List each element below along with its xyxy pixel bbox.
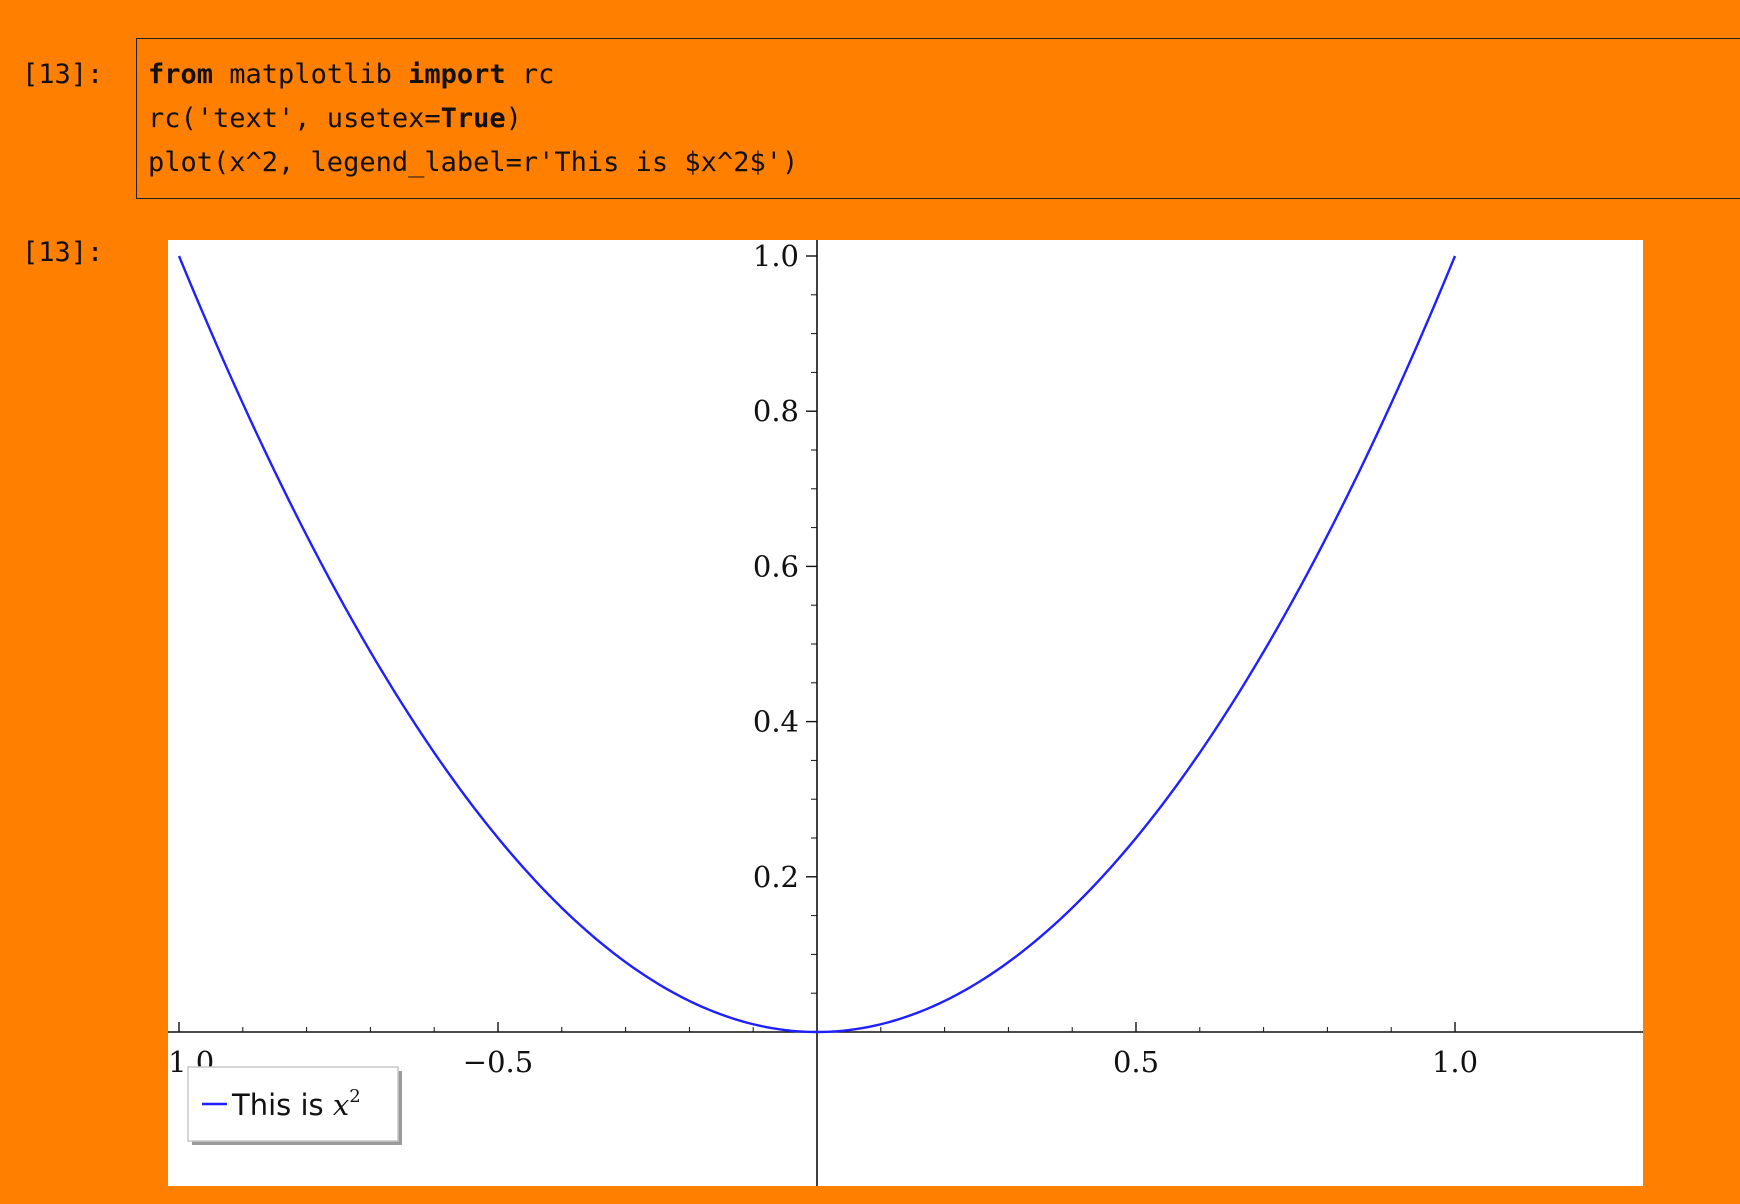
output-prompt: [13]: xyxy=(22,237,104,268)
legend-label-math: x xyxy=(333,1088,349,1122)
code-editor[interactable]: from matplotlib import rc rc('text', uset… xyxy=(148,53,1740,185)
plot-background xyxy=(168,240,1643,1186)
series-line xyxy=(177,255,1457,1034)
y-tick-label: 0.4 xyxy=(753,705,799,739)
code-text: rc('text', usetex= xyxy=(148,103,441,134)
y-tick-label: 0.6 xyxy=(753,549,799,583)
code-text: rc xyxy=(505,59,555,90)
code-text: plot(x^2, legend_label=r'This is $x^2$') xyxy=(148,147,799,178)
code-keyword: import xyxy=(408,59,506,90)
legend-label: This is x2 xyxy=(231,1086,361,1122)
legend-label-sup: 2 xyxy=(349,1086,360,1107)
axes xyxy=(168,240,1643,1186)
y-tick-label: 0.8 xyxy=(753,394,799,428)
y-tick-label: 0.2 xyxy=(753,860,799,894)
code-line[interactable]: from matplotlib import rc xyxy=(148,53,1740,97)
code-line[interactable]: rc('text', usetex=True) xyxy=(148,97,1740,141)
output-area: −1.0−0.50.51.00.20.40.60.81.0 This is x2 xyxy=(168,240,1643,1204)
legend-label-prefix: This is xyxy=(231,1088,333,1122)
y-tick-label: 1.0 xyxy=(753,240,799,273)
code-cell-input[interactable]: from matplotlib import rc rc('text', uset… xyxy=(136,38,1740,199)
x-tick-label: −0.5 xyxy=(463,1045,533,1079)
x-tick-label: 1.0 xyxy=(1432,1045,1478,1079)
code-line[interactable]: plot(x^2, legend_label=r'This is $x^2$') xyxy=(148,141,1740,185)
x-tick-label: 0.5 xyxy=(1113,1045,1159,1079)
input-prompt: [13]: xyxy=(22,59,104,90)
code-text: matplotlib xyxy=(213,59,409,90)
legend: This is x2 xyxy=(187,1066,402,1145)
code-text: ) xyxy=(505,103,522,134)
code-keyword: from xyxy=(148,59,214,90)
plot-figure: −1.0−0.50.51.00.20.40.60.81.0 This is x2 xyxy=(168,240,1643,1186)
code-keyword: True xyxy=(440,103,506,134)
